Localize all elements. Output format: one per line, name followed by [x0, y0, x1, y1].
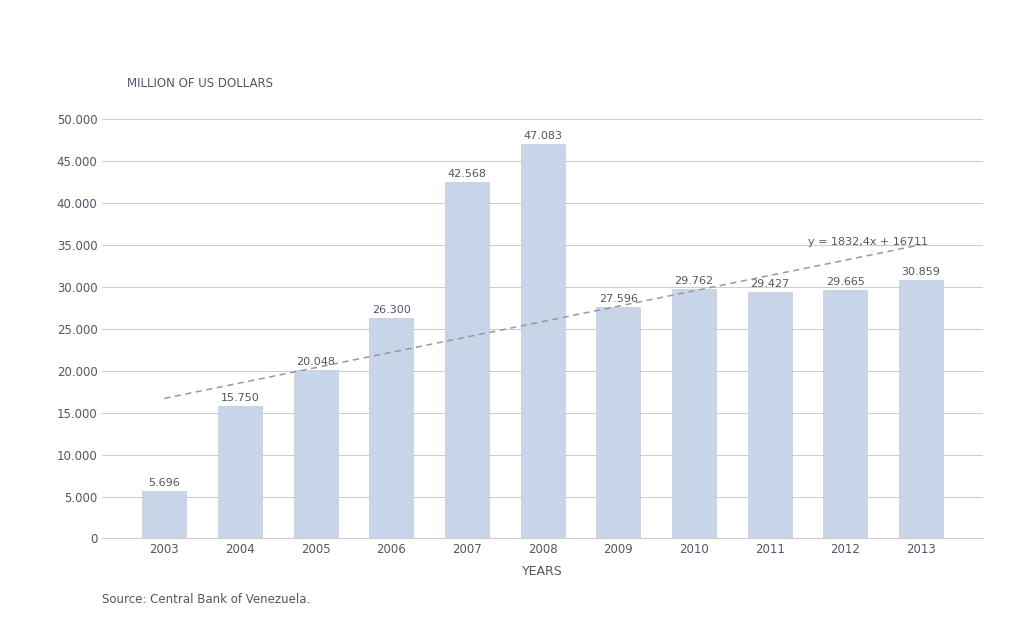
- Text: 20.048: 20.048: [296, 358, 335, 367]
- Bar: [370, 318, 414, 538]
- Bar: [294, 370, 338, 538]
- Bar: [672, 289, 716, 538]
- Bar: [445, 181, 489, 538]
- Text: y = 1832,4x + 16711: y = 1832,4x + 16711: [808, 237, 928, 247]
- Bar: [218, 406, 262, 538]
- Text: 47.083: 47.083: [523, 131, 562, 141]
- Text: Source: Central Bank of Venezuela.: Source: Central Bank of Venezuela.: [102, 592, 310, 606]
- Text: 42.568: 42.568: [447, 169, 486, 179]
- Bar: [596, 307, 640, 538]
- Text: 29.762: 29.762: [675, 276, 714, 286]
- Text: 29.665: 29.665: [826, 277, 865, 287]
- Text: 27.596: 27.596: [599, 294, 638, 304]
- X-axis label: YEARS: YEARS: [522, 565, 563, 578]
- Text: 26.300: 26.300: [372, 305, 411, 315]
- Text: 15.750: 15.750: [220, 394, 259, 403]
- Bar: [521, 144, 564, 538]
- Text: 5.696: 5.696: [148, 478, 180, 488]
- Text: 29.427: 29.427: [751, 279, 790, 289]
- Text: 30.859: 30.859: [901, 267, 940, 277]
- Bar: [142, 491, 186, 538]
- Text: MILLION OF US DOLLARS: MILLION OF US DOLLARS: [127, 77, 272, 90]
- Bar: [899, 279, 943, 538]
- Bar: [748, 292, 792, 538]
- Bar: [823, 290, 867, 538]
